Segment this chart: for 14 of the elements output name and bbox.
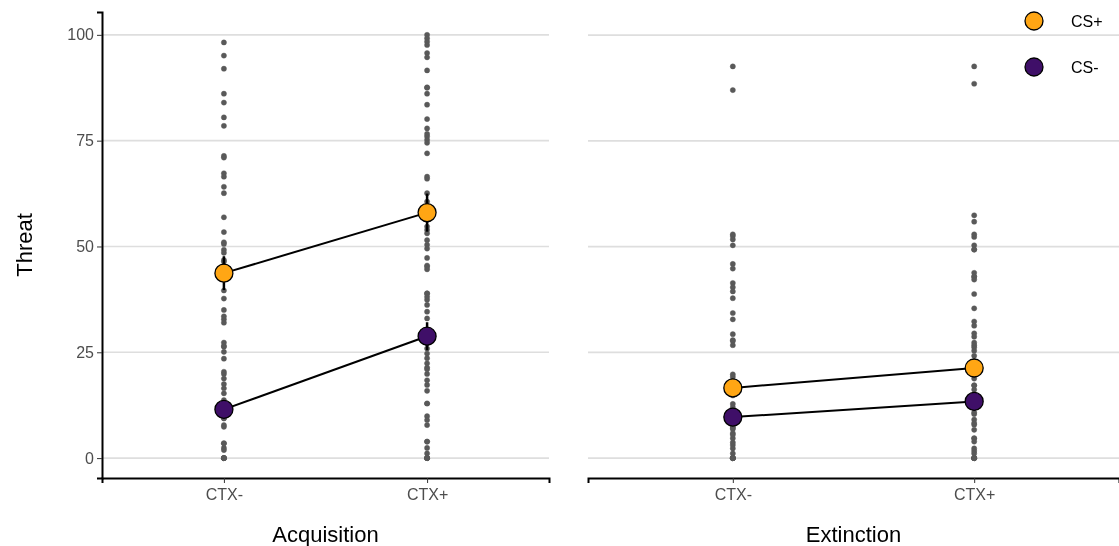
y-tick-label: 75 [76,132,95,150]
y-tick-label: 0 [85,449,95,467]
legend-label: CS- [1071,59,1099,76]
x-axis-title: Extinction [805,522,902,546]
x-tick-label: CTX- [714,486,752,504]
x-tick-label: CTX+ [954,486,996,504]
x-axis-title: Acquisition [272,522,379,546]
y-tick-label: 100 [67,26,95,44]
legend-label: CS+ [1071,13,1103,30]
x-tick-label: CTX- [205,486,244,504]
x-tick-label: CTX+ [406,486,449,504]
y-tick-label: 50 [76,238,95,256]
y-tick-label: 25 [76,343,95,361]
y-axis-title: Threat [12,213,37,277]
